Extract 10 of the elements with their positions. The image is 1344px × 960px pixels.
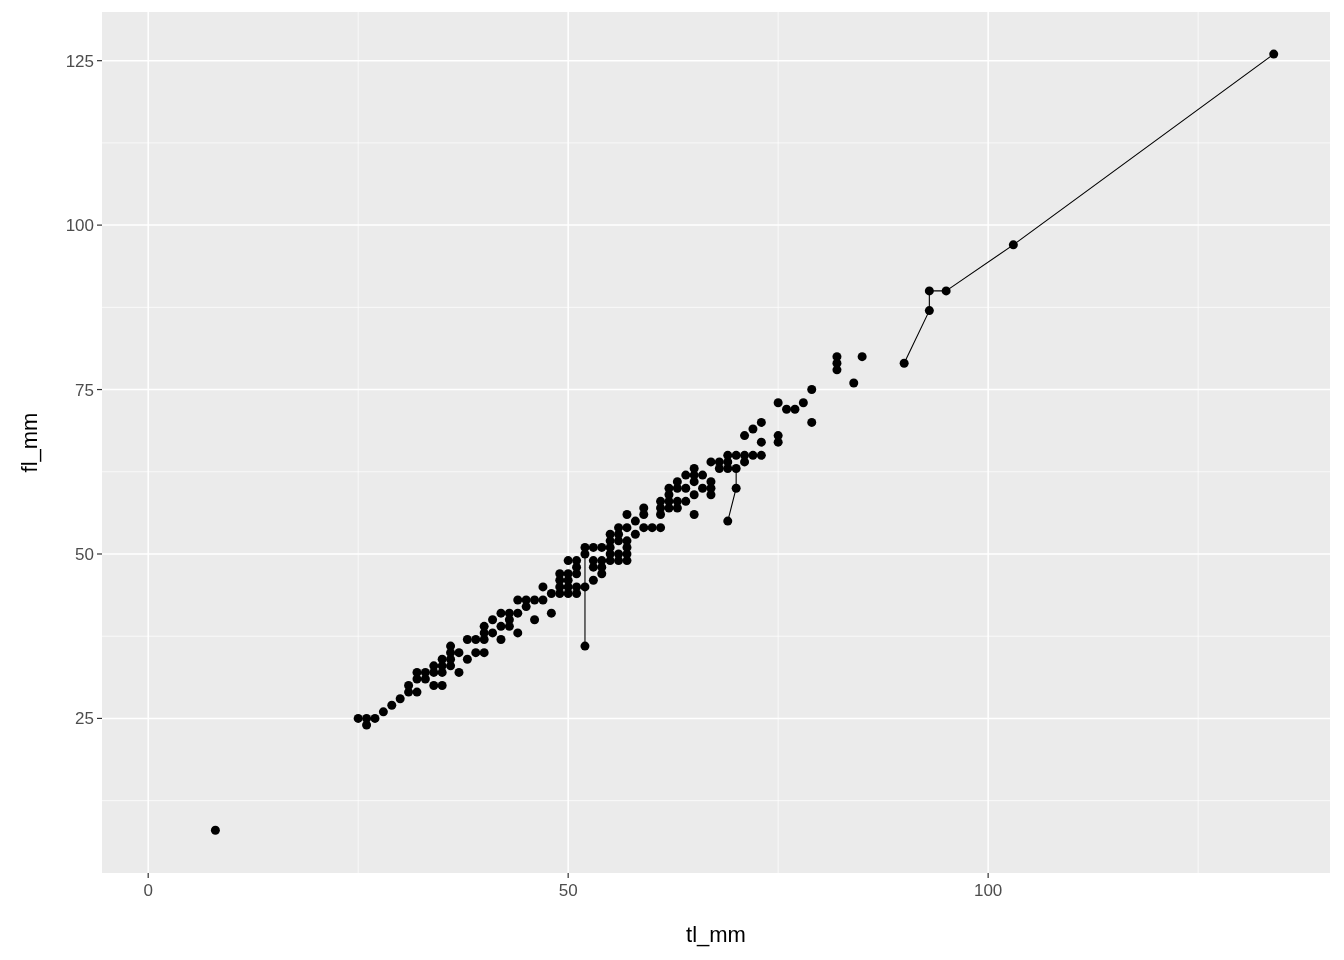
x-tick-label: 100 [973, 881, 1003, 900]
x-tick-label: 50 [558, 881, 578, 900]
y-tick-label: 100 [65, 216, 94, 236]
x-axis-title: tl_mm [686, 922, 746, 947]
y-axis-title: fl_mm [17, 412, 42, 473]
y-tick-label: 125 [65, 51, 94, 71]
y-tick-label: 25 [75, 709, 94, 729]
x-tick-label: 0 [143, 881, 153, 900]
y-tick-label: 75 [75, 380, 94, 400]
y-tick-label: 50 [75, 544, 94, 564]
